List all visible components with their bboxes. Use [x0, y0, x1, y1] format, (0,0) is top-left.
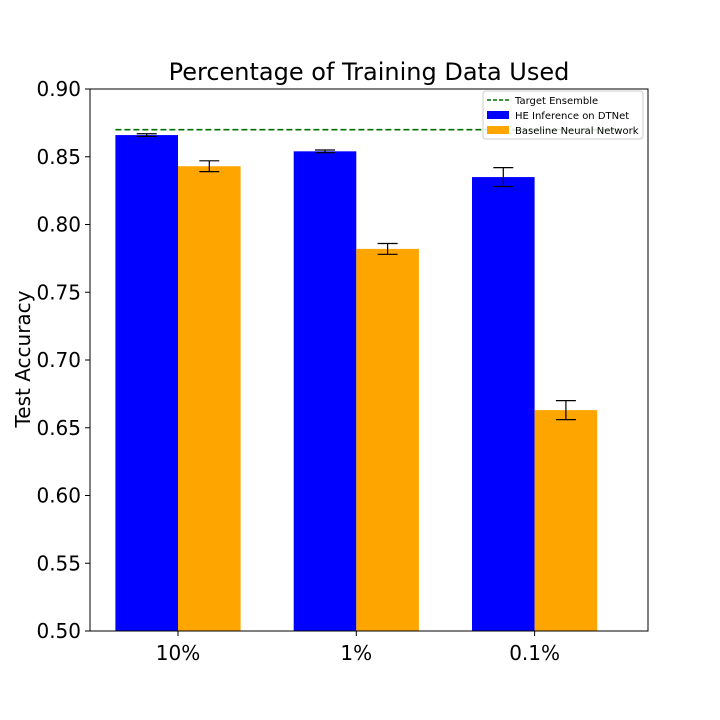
chart-title: Percentage of Training Data Used [169, 58, 570, 86]
legend-item-series-1: Baseline Neural Network [487, 126, 639, 137]
y-tick-label: 0.75 [36, 280, 81, 304]
y-tick-label: 0.60 [36, 484, 81, 508]
y-tick-label: 0.80 [36, 213, 81, 237]
y-tick-label: 0.50 [36, 619, 81, 643]
error-bar-1-2 [555, 400, 576, 421]
error-bar-0-2 [493, 166, 514, 188]
error-bar-1-0 [199, 160, 220, 173]
y-tick-label: 0.70 [36, 348, 81, 372]
legend-item-series-0: HE Inference on DTNet [487, 111, 629, 122]
axes: 0.50 0.55 0.60 0.65 0.70 0.75 0.80 0.85 0.90 10% 1… [36, 77, 649, 665]
y-tick-label: 0.55 [36, 551, 81, 575]
x-tick-label: 10% [156, 641, 200, 665]
y-axis-label: Test Accuracy [11, 290, 35, 428]
plot-area [115, 128, 622, 632]
legend-item-target-ensemble: Target Ensemble [487, 96, 598, 107]
error-bar-0-0 [136, 133, 157, 138]
legend: Target Ensemble HE Inference on DTNet Base… [482, 90, 644, 140]
legend-swatch [487, 126, 509, 134]
y-tick-label: 0.65 [36, 416, 81, 440]
x-tick-label: 0.1% [509, 641, 560, 665]
legend-label: Target Ensemble [514, 96, 598, 107]
legend-label: HE Inference on DTNet [515, 111, 629, 122]
legend-swatch [487, 111, 509, 119]
bar-0-2 [472, 177, 535, 631]
legend-label: Baseline Neural Network [515, 126, 639, 137]
error-bar-0-1 [315, 149, 335, 154]
error-bar-1-1 [377, 242, 398, 255]
y-tick-label: 0.85 [36, 145, 81, 169]
y-tick-label: 0.90 [36, 77, 81, 101]
bar-0-0 [115, 135, 178, 631]
bar-1-0 [178, 166, 241, 632]
legend-box [482, 90, 644, 140]
bar-1-2 [534, 410, 598, 631]
bar-0-1 [293, 151, 357, 631]
x-tick-label: 1% [340, 641, 372, 665]
bar-1-1 [356, 248, 419, 631]
